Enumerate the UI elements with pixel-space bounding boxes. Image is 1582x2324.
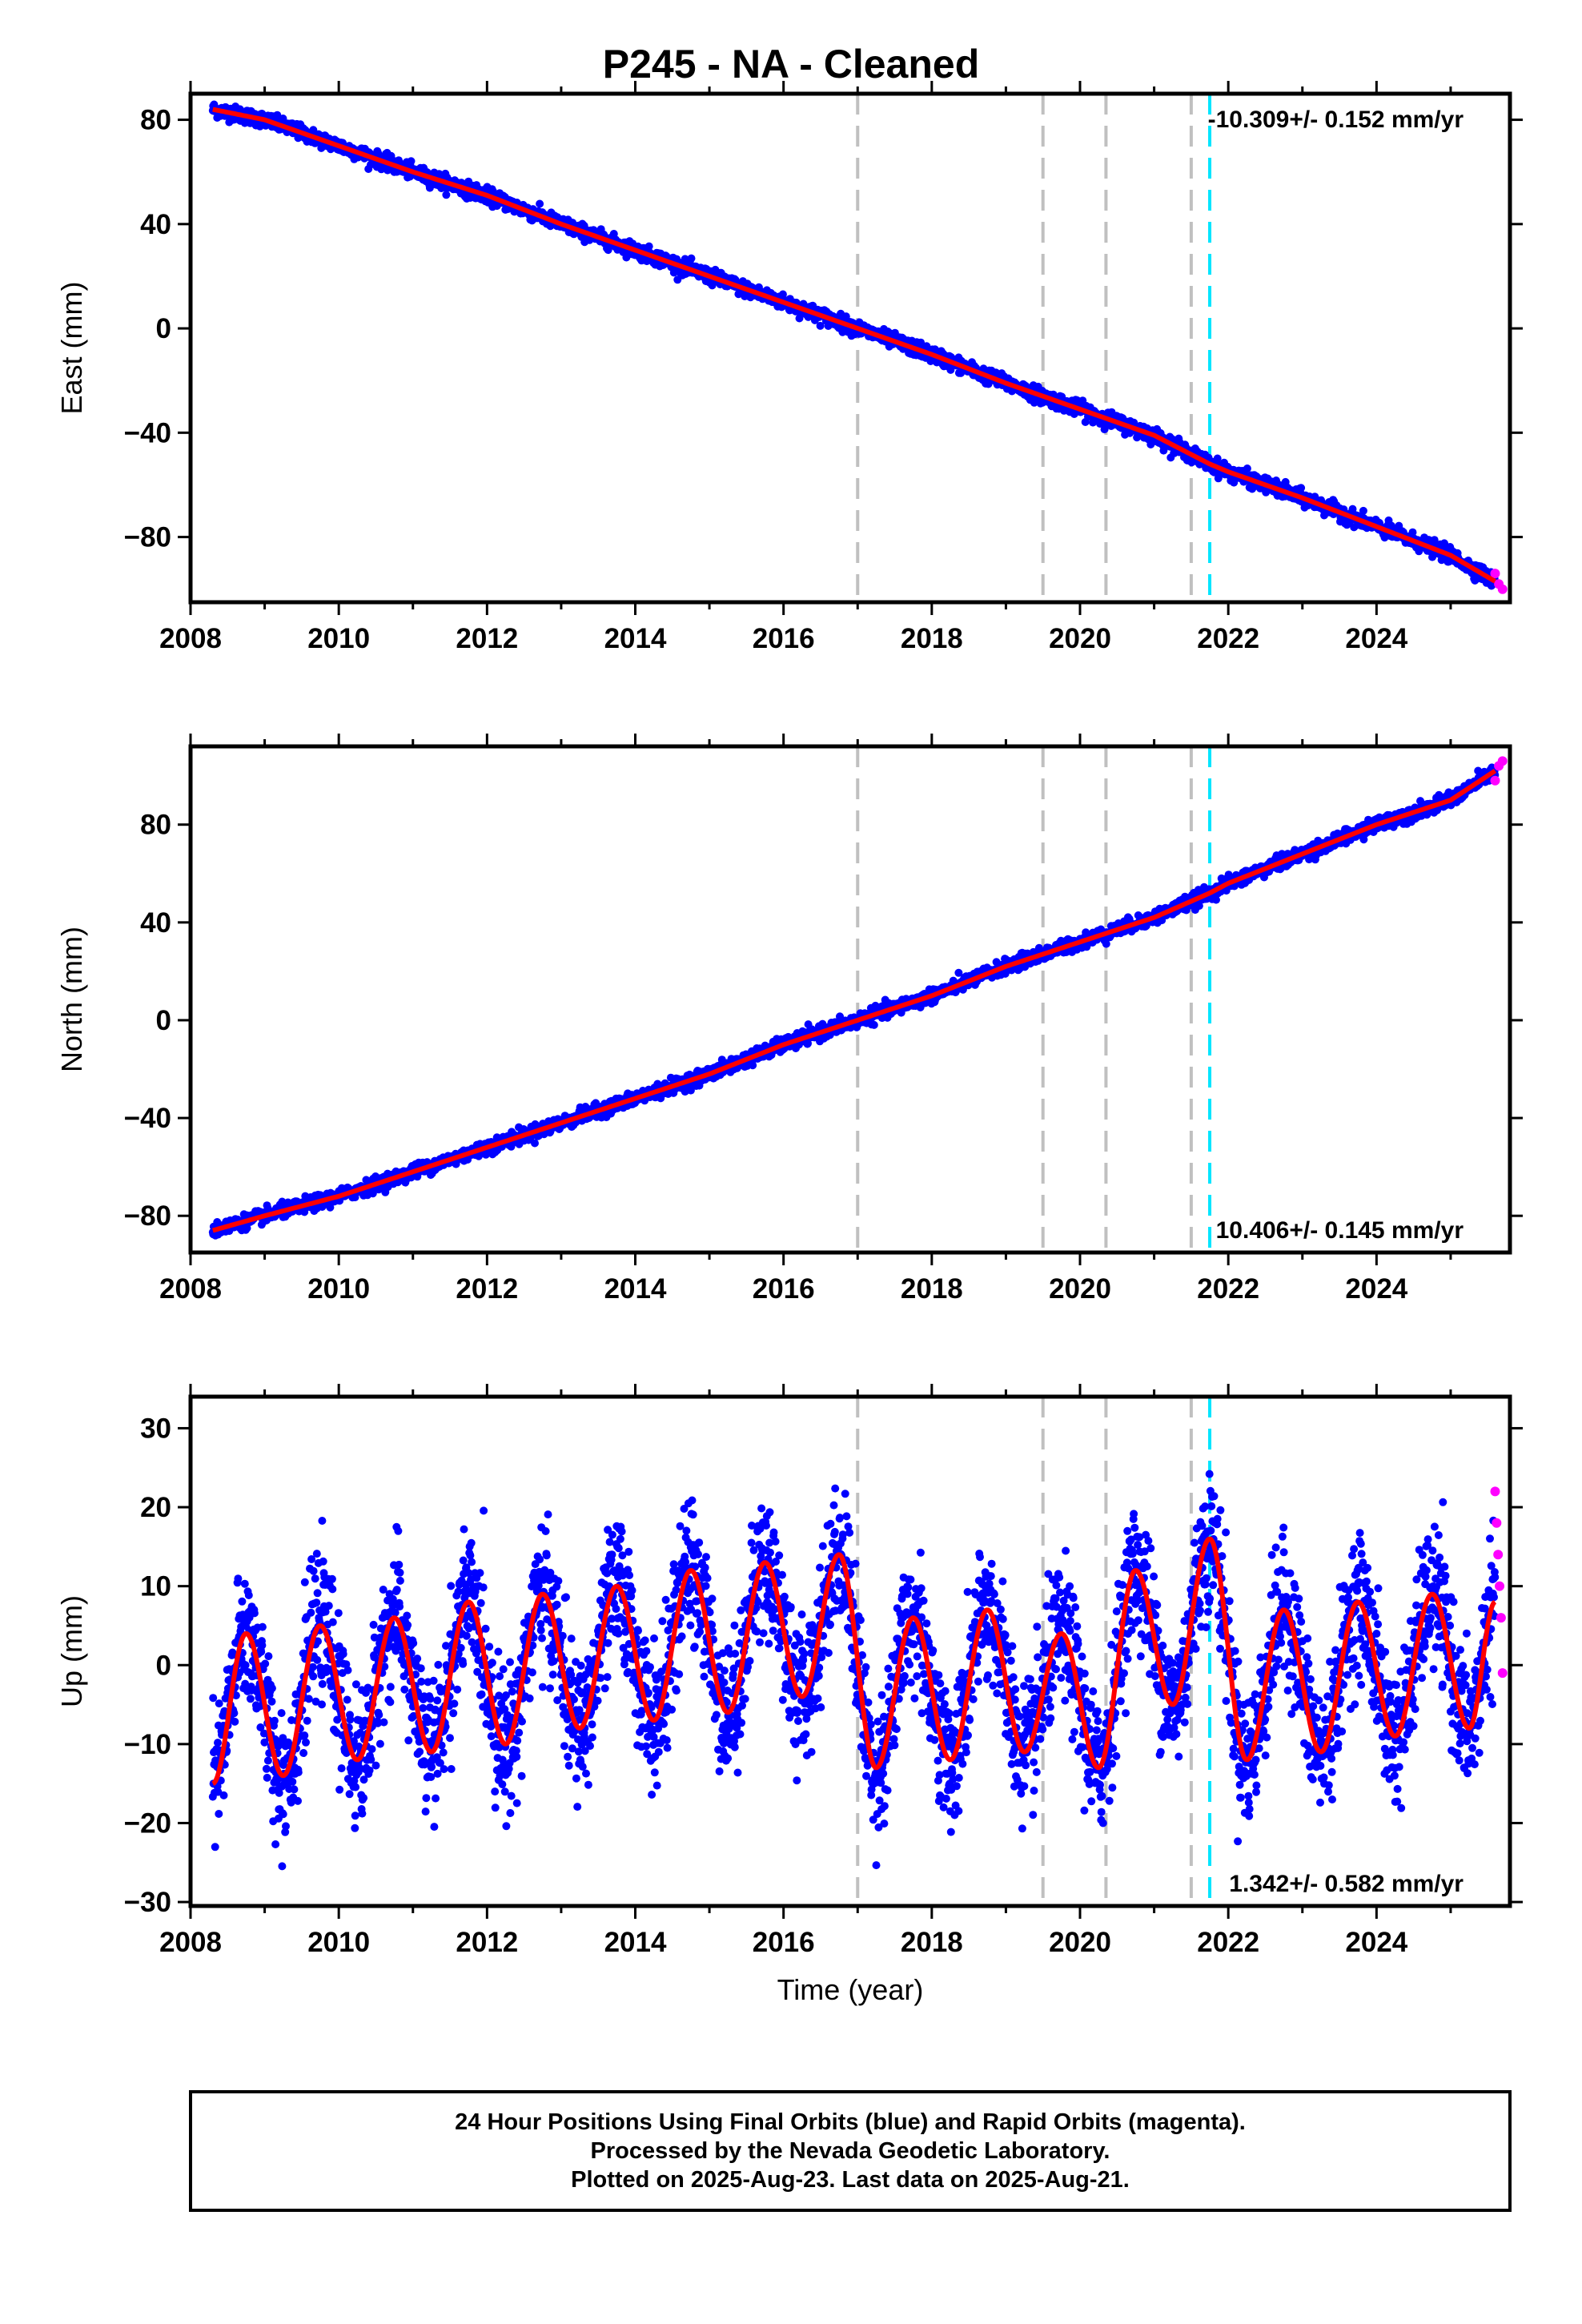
y-tick-label: 80 xyxy=(140,105,171,136)
final-point xyxy=(326,1203,335,1212)
x-tick-label: 2014 xyxy=(604,623,667,654)
rapid-point xyxy=(1490,569,1500,579)
x-tick-label: 2010 xyxy=(307,623,370,654)
final-point xyxy=(1408,528,1417,537)
final-point xyxy=(243,1224,251,1232)
final-point xyxy=(749,1061,757,1070)
y-axis-label: East (mm) xyxy=(55,282,88,415)
rapid-point xyxy=(1497,584,1508,594)
velocity-label: -10.309+/- 0.152 mm/yr xyxy=(1208,107,1464,133)
final-point xyxy=(1213,454,1222,463)
y-tick-label: 0 xyxy=(156,313,171,344)
final-point xyxy=(425,183,434,192)
panel-north: 2008 2010 2012 2014 2016 2018 2020 2022 20248040… xyxy=(55,734,1523,1305)
x-tick-label: 2016 xyxy=(753,623,815,654)
x-tick-label: 2022 xyxy=(1197,623,1259,654)
final-point xyxy=(816,321,825,330)
final-point xyxy=(536,199,544,208)
y-tick-label: −40 xyxy=(124,417,171,448)
rapid-orbit-points xyxy=(1490,569,1508,594)
final-point xyxy=(687,254,696,263)
plot-frame xyxy=(188,91,1512,605)
final-point xyxy=(869,1020,878,1029)
final-point xyxy=(368,1189,377,1198)
final-point xyxy=(273,111,282,119)
y-tick-label: −80 xyxy=(124,522,171,553)
final-point xyxy=(604,246,612,255)
final-orbit-points xyxy=(208,100,1500,590)
final-point xyxy=(954,968,963,977)
x-tick-label: 2020 xyxy=(1049,623,1111,654)
panel-east: 2008 2010 2012 2014 2016 2018 2020 2022 2024 80 40… xyxy=(55,81,1523,654)
final-point xyxy=(804,1039,812,1047)
x-tick-label: 2018 xyxy=(901,623,963,654)
plot-area xyxy=(208,746,1508,1252)
final-point xyxy=(531,1139,539,1148)
final-point xyxy=(1102,939,1110,948)
final-point xyxy=(778,290,787,299)
final-point xyxy=(1243,464,1251,472)
panels: 2008 2010 2012 2014 2016 2018 2020 2022 2024 80 40… xyxy=(55,81,1523,1958)
final-orbit-points xyxy=(208,763,1500,1240)
final-point xyxy=(1359,506,1367,515)
y-tick-label: 40 xyxy=(140,209,171,240)
model-fit-line xyxy=(211,107,1496,584)
figure-title: P245 - NA - Cleaned xyxy=(603,42,980,86)
final-point xyxy=(1297,484,1306,493)
final-point xyxy=(442,191,451,199)
final-point xyxy=(644,242,653,251)
x-tick-label: 2024 xyxy=(1345,623,1407,654)
x-tick-label: 2012 xyxy=(456,623,518,654)
final-point xyxy=(407,157,416,166)
plot-area xyxy=(208,94,1508,602)
x-tick-label: 2008 xyxy=(159,623,222,654)
